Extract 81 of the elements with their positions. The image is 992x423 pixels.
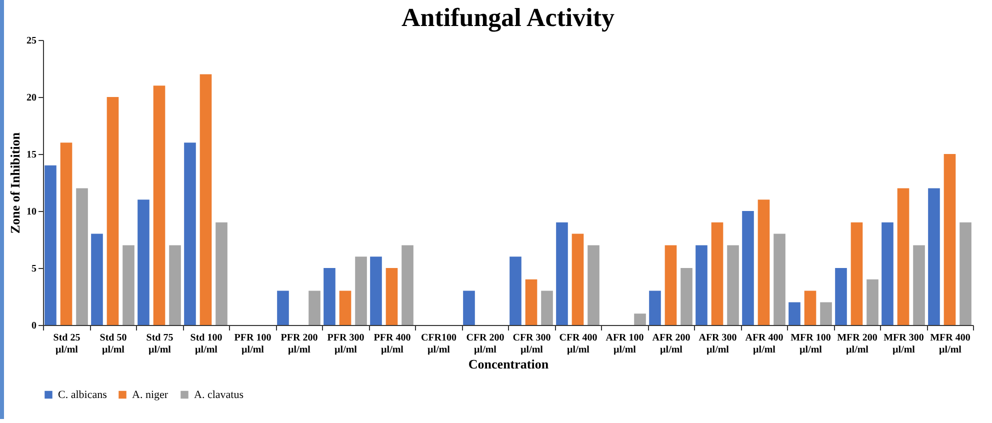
bar — [402, 245, 414, 325]
bar — [122, 245, 134, 325]
x-tick-label: MFR 200 µl/ml — [837, 332, 878, 356]
y-tick-label: 25 — [26, 36, 36, 46]
bar — [913, 245, 925, 325]
bar — [788, 302, 800, 325]
bar — [169, 245, 181, 325]
legend-label: A. niger — [132, 388, 168, 401]
x-tick-label: AFR 300 µl/ml — [698, 332, 737, 356]
x-tick-label: CFR 200 µl/ml — [466, 332, 504, 356]
bar — [866, 279, 878, 325]
legend-label: C. albicans — [58, 388, 107, 401]
bar — [355, 256, 367, 325]
chart-title: Antifungal Activity — [401, 3, 615, 32]
x-tick-label: PFR 200 µl/ml — [280, 332, 318, 356]
bar — [216, 222, 228, 325]
x-tick-label: AFR 200 µl/ml — [652, 332, 690, 356]
bar — [91, 234, 103, 325]
bar — [76, 188, 88, 325]
bar — [711, 222, 724, 325]
bar — [835, 268, 847, 325]
x-tick-label: MFR 300 µl/ml — [884, 332, 924, 356]
y-axis-title: Zone of Inhibition — [8, 132, 22, 234]
x-tick-label: PFR 100 µl/ml — [234, 332, 272, 356]
bar — [60, 142, 72, 325]
x-tick-label: AFR 400 µl/ml — [745, 332, 784, 356]
bar — [541, 290, 553, 325]
x-tick-label: Std 25 µl/ml — [53, 332, 80, 356]
bar — [634, 314, 646, 325]
bar — [696, 245, 708, 325]
bar — [572, 234, 584, 325]
bar — [820, 302, 832, 325]
x-tick-label: PFR 300 µl/ml — [327, 332, 364, 356]
bar — [556, 222, 568, 325]
bar — [588, 245, 600, 325]
x-tick-label: Std 100 µl/ml — [190, 332, 222, 356]
bar — [308, 290, 320, 325]
bar — [184, 142, 196, 325]
bar — [370, 256, 382, 325]
x-tick-label: CFR 400 µl/ml — [559, 332, 598, 356]
y-tick-label: 20 — [26, 92, 36, 104]
x-tick-label: PFR 400 µl/ml — [374, 332, 411, 356]
bar — [680, 268, 692, 325]
bar — [928, 188, 940, 325]
x-tick-label: MFR 100 µl/ml — [790, 332, 831, 356]
x-tick-label: AFR 100 µl/ml — [606, 332, 644, 356]
bar — [774, 234, 786, 325]
bar — [44, 165, 56, 325]
y-tick-label: 10 — [26, 206, 36, 218]
x-tick-label: Std 75 µl/ml — [146, 332, 174, 356]
bar — [804, 290, 816, 325]
y-tick-label: 5 — [32, 264, 36, 274]
bar — [339, 290, 352, 325]
bar — [960, 222, 972, 325]
x-tick-label: MFR 400 µl/ml — [930, 332, 970, 356]
bar — [664, 245, 677, 325]
bar — [386, 268, 398, 325]
bar — [727, 245, 739, 325]
bar — [944, 154, 956, 325]
bar — [897, 188, 910, 325]
bar — [742, 211, 754, 325]
bar — [277, 290, 289, 325]
bar — [882, 222, 894, 325]
x-tick-label: CFR100 µl/ml — [420, 332, 457, 356]
legend-label: A. clavatus — [194, 388, 244, 401]
bar — [106, 97, 119, 325]
x-tick-label: CFR 300 µl/ml — [512, 332, 551, 356]
y-tick-label: 15 — [26, 150, 36, 160]
bar — [525, 279, 538, 325]
x-axis-title: Concentration — [468, 356, 550, 372]
bar — [649, 290, 661, 325]
bar — [200, 74, 212, 325]
bar — [758, 200, 770, 325]
y-tick-label: 0 — [32, 320, 36, 332]
bar — [850, 222, 863, 325]
bar — [510, 256, 522, 325]
bar — [324, 268, 336, 325]
bar — [138, 200, 150, 325]
bar — [463, 290, 475, 325]
bar — [153, 86, 166, 325]
x-tick-label: Std 50 µl/ml — [100, 332, 127, 356]
